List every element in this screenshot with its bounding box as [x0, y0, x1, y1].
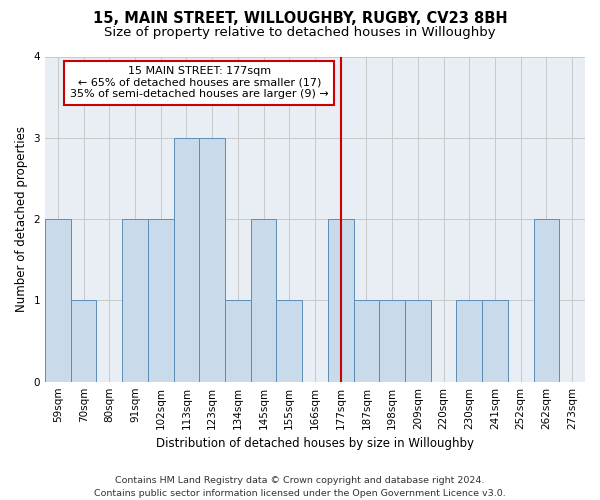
Bar	[533, 219, 559, 382]
Bar	[353, 300, 379, 382]
Bar	[71, 300, 97, 382]
Bar	[173, 138, 199, 382]
Text: 15, MAIN STREET, WILLOUGHBY, RUGBY, CV23 8BH: 15, MAIN STREET, WILLOUGHBY, RUGBY, CV23…	[92, 11, 508, 26]
Bar	[251, 219, 277, 382]
Bar	[199, 138, 225, 382]
Bar	[379, 300, 405, 382]
Text: 15 MAIN STREET: 177sqm
← 65% of detached houses are smaller (17)
35% of semi-det: 15 MAIN STREET: 177sqm ← 65% of detached…	[70, 66, 329, 100]
Bar	[148, 219, 173, 382]
Text: Contains HM Land Registry data © Crown copyright and database right 2024.
Contai: Contains HM Land Registry data © Crown c…	[94, 476, 506, 498]
Y-axis label: Number of detached properties: Number of detached properties	[15, 126, 28, 312]
Bar	[405, 300, 431, 382]
Bar	[45, 219, 71, 382]
Bar	[122, 219, 148, 382]
Bar	[482, 300, 508, 382]
Bar	[457, 300, 482, 382]
Text: Size of property relative to detached houses in Willoughby: Size of property relative to detached ho…	[104, 26, 496, 39]
X-axis label: Distribution of detached houses by size in Willoughby: Distribution of detached houses by size …	[156, 437, 474, 450]
Bar	[328, 219, 353, 382]
Bar	[277, 300, 302, 382]
Bar	[225, 300, 251, 382]
